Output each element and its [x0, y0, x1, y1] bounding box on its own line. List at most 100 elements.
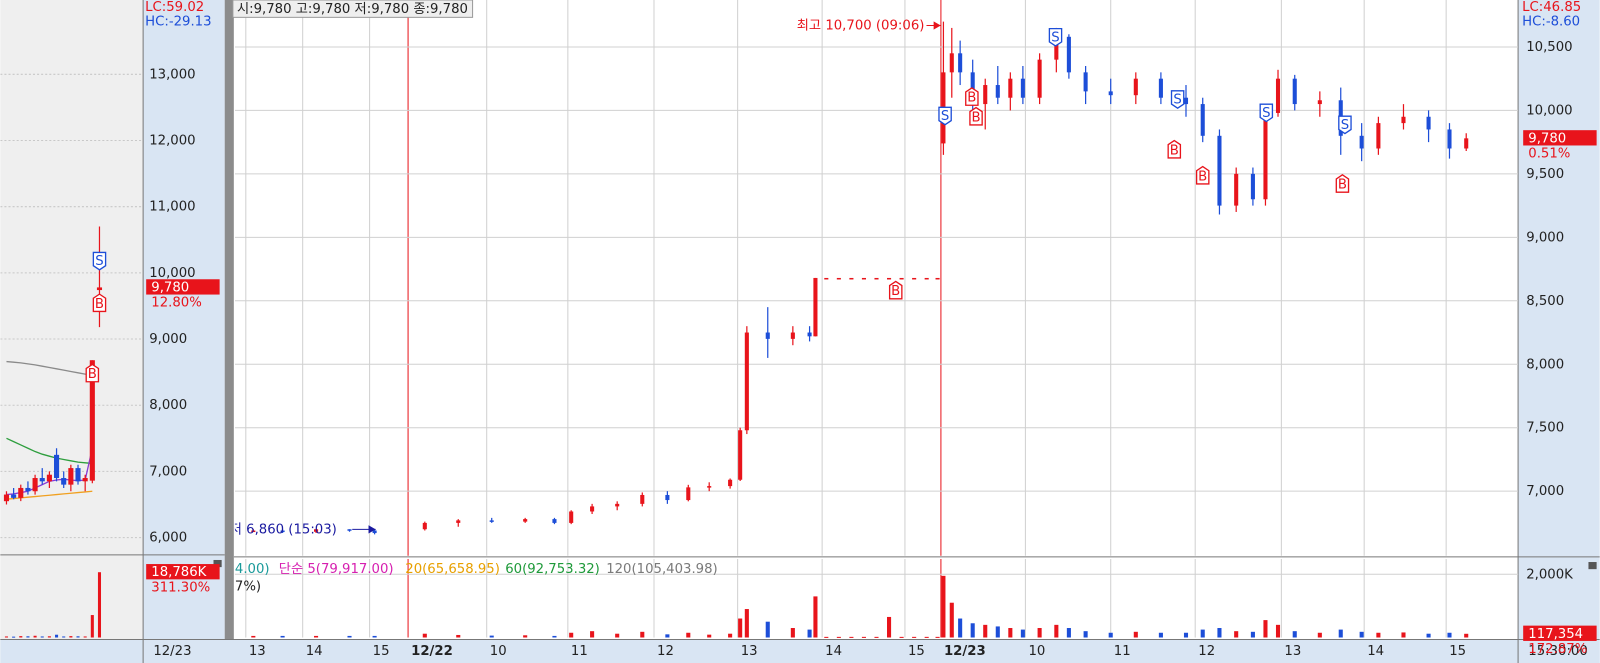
candle-body — [68, 468, 74, 485]
volume-legend: 60(92,753.32) — [505, 562, 600, 577]
trade-marker — [92, 293, 107, 313]
change-label: 0.51% — [1528, 147, 1570, 162]
trade-marker-label: B — [967, 91, 976, 106]
candle-body — [1317, 100, 1322, 105]
volume-bar — [1359, 631, 1364, 638]
hc-label: HC:-29.13 — [145, 14, 211, 29]
trade-marker-label: S — [941, 109, 949, 124]
y-tick-label: 11,000 — [149, 200, 195, 215]
y-tick-label: 9,000 — [149, 332, 187, 347]
last-volume-tag — [146, 564, 220, 580]
trade-marker — [965, 87, 979, 106]
volume-bar — [1200, 629, 1205, 638]
mini-panel-bg — [0, 0, 144, 663]
volume-bar — [813, 596, 818, 638]
candle-body — [18, 487, 24, 498]
candle-body — [54, 454, 60, 479]
candle-body — [590, 506, 595, 512]
volume-bar — [1054, 624, 1059, 638]
candle-body — [422, 522, 427, 530]
last-price-label: 9,780 — [1528, 131, 1566, 146]
volume-bar — [970, 623, 975, 638]
x-tick-label: 12/23 — [944, 644, 986, 659]
moving-average-line — [6, 360, 93, 377]
volume-legend: 20(65,658.95) — [405, 562, 500, 577]
candle-body — [958, 53, 963, 73]
volume-legend-note: 7%) — [235, 580, 261, 595]
volume-bar — [1250, 631, 1255, 638]
candle-body — [899, 277, 904, 280]
volume-bar — [790, 628, 795, 638]
volume-bar — [1234, 631, 1239, 638]
trade-marker-label: B — [1170, 143, 1179, 158]
y-tick-label: 6,000 — [149, 531, 187, 546]
volume-bar — [314, 635, 319, 638]
main-axis-bg — [1518, 0, 1600, 663]
y-tick-label: 8,000 — [149, 398, 187, 413]
x-tick-label: 10 — [1028, 644, 1045, 659]
date-label: 12/23 — [153, 644, 191, 659]
lc-label: LC:59.02 — [145, 0, 204, 15]
volume-legend: 120(105,403.98) — [606, 562, 718, 577]
x-tick-label: 15 — [373, 644, 390, 659]
trade-marker — [85, 363, 100, 383]
volume-bar — [40, 636, 44, 638]
volume-bar — [1464, 633, 1469, 638]
trade-marker — [1195, 165, 1210, 185]
volume-bar — [489, 635, 494, 638]
volume-bar — [1037, 628, 1042, 638]
candle-body — [1376, 123, 1381, 149]
splitter[interactable] — [224, 0, 234, 663]
volume-bar — [1376, 632, 1381, 638]
candle-body — [728, 479, 733, 487]
volume-bar — [569, 632, 574, 638]
trade-marker-label: S — [1262, 106, 1270, 121]
x-tick-label: 14 — [1367, 644, 1384, 659]
volume-bar — [1401, 632, 1406, 638]
panel-menu-icon[interactable] — [1588, 562, 1597, 570]
last-volume-label: 18,786K — [151, 565, 206, 580]
candle-body — [1200, 104, 1205, 136]
y-tick-label: 7,000 — [1526, 484, 1564, 499]
candle-body — [924, 277, 929, 280]
candle-body — [1133, 78, 1138, 96]
panel-menu-icon[interactable] — [213, 559, 222, 568]
volume-bar — [912, 636, 917, 638]
candle-body — [1020, 78, 1025, 98]
volume-bar — [280, 635, 285, 638]
candle-body — [1183, 97, 1189, 105]
volume-bar — [958, 618, 963, 638]
x-tick-label: 12/22 — [411, 644, 453, 659]
candle-body — [1054, 36, 1059, 60]
x-tick-label: 10 — [490, 644, 507, 659]
time-axis-bg — [0, 639, 1600, 663]
candle-body — [949, 53, 954, 73]
candle-body — [61, 478, 67, 485]
volume-bar — [251, 635, 256, 638]
volume-bar — [1083, 631, 1088, 638]
volume-bar — [1275, 624, 1281, 638]
volume-bar — [836, 636, 841, 638]
y-tick-label: 2,000K — [1526, 567, 1573, 582]
volume-legend: 단순 5(79,917.00) — [279, 561, 394, 577]
panel: S B B — [0, 73, 144, 539]
candle-body — [1083, 72, 1088, 92]
x-tick-label: 13 — [741, 644, 758, 659]
candle-body — [569, 511, 574, 523]
candle-body — [765, 332, 770, 339]
candle-body — [861, 277, 866, 280]
trade-marker — [1338, 115, 1352, 135]
candle-body — [96, 287, 103, 291]
candle-body — [1066, 36, 1071, 73]
volume-bar — [552, 635, 557, 638]
volume-bar — [728, 633, 733, 638]
last-volume-label: 117,354 — [1528, 627, 1583, 642]
volume-bar — [76, 636, 80, 638]
trade-marker-label: B — [1338, 178, 1347, 193]
y-tick-label: 12,000 — [149, 134, 195, 149]
low-annotation: 최저 6,860 (15:03) — [218, 521, 337, 537]
candle-body — [489, 520, 494, 522]
volume-bar — [590, 631, 595, 638]
volume-bar — [1108, 632, 1113, 638]
